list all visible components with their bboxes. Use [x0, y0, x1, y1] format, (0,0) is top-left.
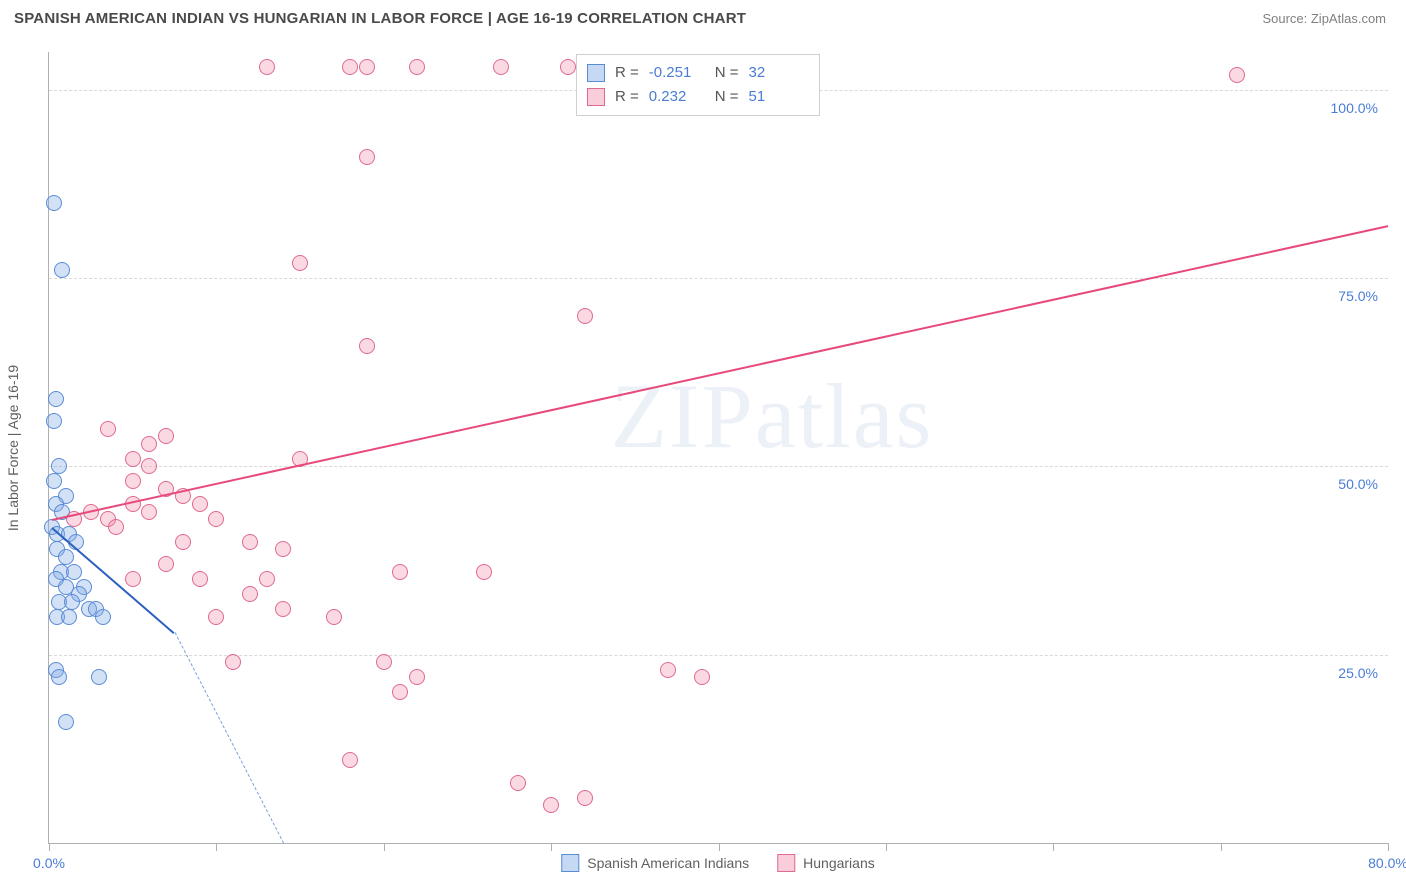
gridline	[49, 655, 1388, 656]
data-point	[95, 609, 111, 625]
n-value-series2: 51	[749, 85, 805, 109]
data-point	[192, 496, 208, 512]
data-point	[158, 556, 174, 572]
data-point	[208, 511, 224, 527]
data-point	[342, 752, 358, 768]
data-point	[392, 564, 408, 580]
data-point	[259, 59, 275, 75]
data-point	[359, 59, 375, 75]
data-point	[275, 541, 291, 557]
stats-row-series1: R = -0.251 N = 32	[587, 61, 805, 85]
x-tick-label: 80.0%	[1368, 855, 1406, 871]
x-tick	[1388, 843, 1389, 851]
data-point	[326, 609, 342, 625]
data-point	[141, 436, 157, 452]
legend-label-series1: Spanish American Indians	[587, 855, 749, 871]
legend-item-series1: Spanish American Indians	[561, 854, 749, 872]
scatter-plot: In Labor Force | Age 16-19 ZIPatlas 25.0…	[48, 52, 1388, 844]
data-point	[175, 534, 191, 550]
x-tick	[384, 843, 385, 851]
x-tick-label: 0.0%	[33, 855, 65, 871]
data-point	[242, 586, 258, 602]
x-tick	[1221, 843, 1222, 851]
r-value-series1: -0.251	[649, 61, 705, 85]
data-point	[141, 504, 157, 520]
swatch-series2	[587, 88, 605, 106]
data-point	[54, 262, 70, 278]
chart-title: SPANISH AMERICAN INDIAN VS HUNGARIAN IN …	[14, 10, 746, 27]
data-point	[158, 428, 174, 444]
x-tick	[49, 843, 50, 851]
data-point	[51, 458, 67, 474]
data-point	[58, 714, 74, 730]
data-point	[577, 790, 593, 806]
data-point	[51, 669, 67, 685]
data-point	[694, 669, 710, 685]
data-point	[543, 797, 559, 813]
y-tick-label: 50.0%	[1338, 476, 1378, 492]
x-tick	[1053, 843, 1054, 851]
data-point	[476, 564, 492, 580]
data-point	[46, 195, 62, 211]
data-point	[242, 534, 258, 550]
data-point	[376, 654, 392, 670]
x-tick	[551, 843, 552, 851]
data-point	[58, 549, 74, 565]
swatch-series1-icon	[561, 854, 579, 872]
swatch-series2-icon	[777, 854, 795, 872]
data-point	[409, 669, 425, 685]
swatch-series1	[587, 64, 605, 82]
trend-line	[52, 225, 1388, 521]
data-point	[48, 391, 64, 407]
data-point	[560, 59, 576, 75]
data-point	[108, 519, 124, 535]
data-point	[64, 594, 80, 610]
data-point	[493, 59, 509, 75]
data-point	[259, 571, 275, 587]
source-attribution: Source: ZipAtlas.com	[1262, 11, 1386, 26]
data-point	[46, 473, 62, 489]
watermark: ZIPatlas	[611, 363, 934, 469]
data-point	[409, 59, 425, 75]
data-point	[392, 684, 408, 700]
data-point	[292, 255, 308, 271]
stats-row-series2: R = 0.232 N = 51	[587, 85, 805, 109]
data-point	[342, 59, 358, 75]
x-tick	[886, 843, 887, 851]
x-tick	[719, 843, 720, 851]
data-point	[359, 338, 375, 354]
data-point	[125, 451, 141, 467]
data-point	[510, 775, 526, 791]
correlation-stats-legend: R = -0.251 N = 32 R = 0.232 N = 51	[576, 54, 820, 116]
data-point	[61, 609, 77, 625]
n-value-series1: 32	[749, 61, 805, 85]
y-tick-label: 75.0%	[1338, 288, 1378, 304]
data-point	[1229, 67, 1245, 83]
data-point	[275, 601, 291, 617]
data-point	[100, 421, 116, 437]
r-value-series2: 0.232	[649, 85, 705, 109]
gridline	[49, 466, 1388, 467]
data-point	[192, 571, 208, 587]
y-tick-label: 100.0%	[1331, 100, 1378, 116]
data-point	[91, 669, 107, 685]
x-tick	[216, 843, 217, 851]
gridline	[49, 278, 1388, 279]
data-point	[359, 149, 375, 165]
data-point	[46, 413, 62, 429]
y-axis-label: In Labor Force | Age 16-19	[5, 364, 21, 530]
plot-area: In Labor Force | Age 16-19 ZIPatlas 25.0…	[48, 52, 1388, 844]
legend-label-series2: Hungarians	[803, 855, 875, 871]
data-point	[208, 609, 224, 625]
data-point	[66, 564, 82, 580]
legend-item-series2: Hungarians	[777, 854, 875, 872]
series-legend: Spanish American Indians Hungarians	[561, 854, 874, 872]
data-point	[125, 571, 141, 587]
data-point	[125, 473, 141, 489]
data-point	[577, 308, 593, 324]
data-point	[660, 662, 676, 678]
y-tick-label: 25.0%	[1338, 665, 1378, 681]
data-point	[141, 458, 157, 474]
data-point	[225, 654, 241, 670]
